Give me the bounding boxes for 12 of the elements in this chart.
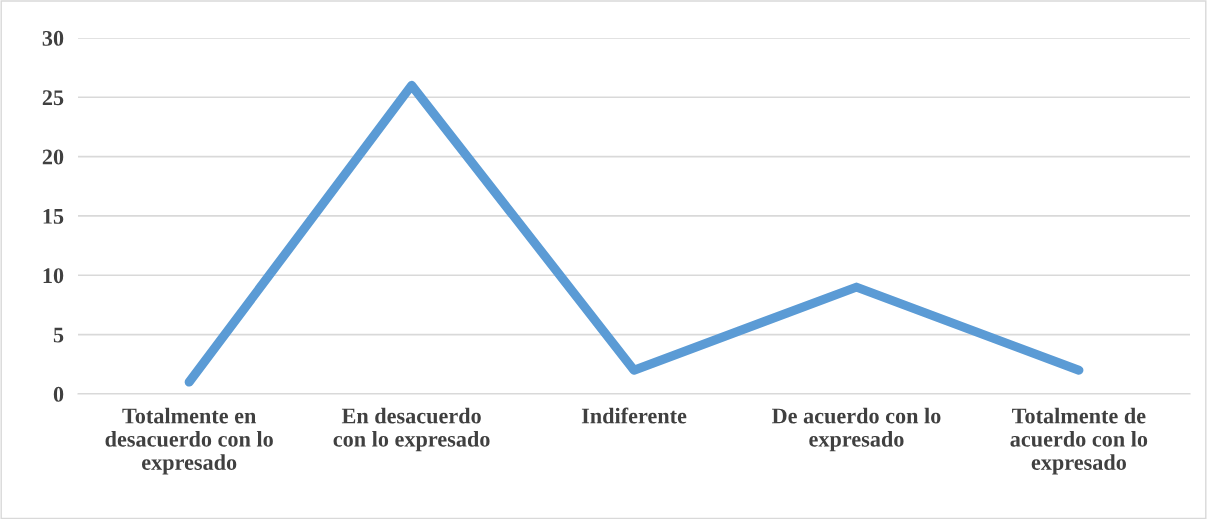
y-tick-label: 10 — [43, 268, 64, 284]
x-tick-label: Totalmente de acuerdo con lo expresado — [1010, 407, 1148, 475]
x-tick-label: Indiferente — [581, 407, 687, 424]
x-tick-label: Totalmente en desacuerdo con lo expresado — [105, 407, 273, 475]
y-tick-label: 5 — [53, 327, 64, 343]
y-tick-label: 30 — [42, 30, 64, 46]
x-tick-label: En desacuerdo con lo expresado — [333, 407, 490, 452]
x-tick-label: De acuerdo con lo expresado — [771, 407, 941, 452]
y-tick-label: 0 — [53, 386, 64, 402]
y-tick-label: 15 — [43, 208, 64, 224]
y-tick-label: 25 — [42, 90, 64, 106]
y-tick-label: 20 — [42, 149, 64, 165]
